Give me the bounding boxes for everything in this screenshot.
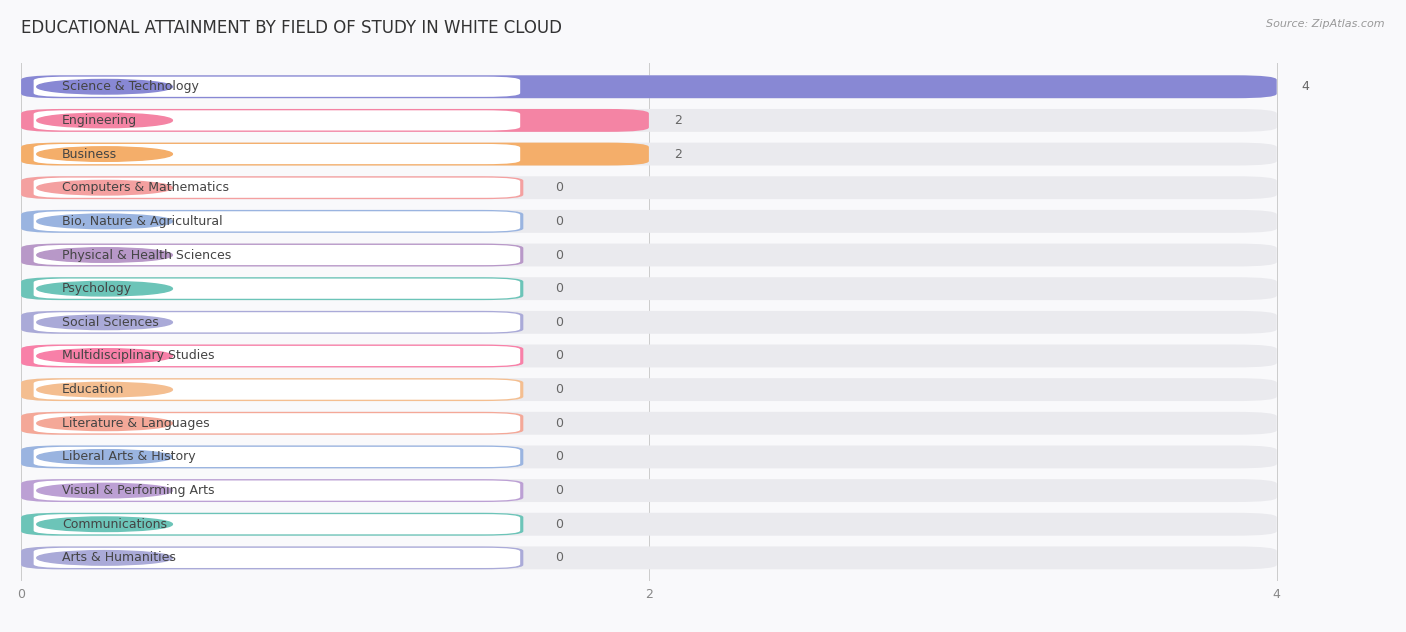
- FancyBboxPatch shape: [21, 547, 1277, 569]
- FancyBboxPatch shape: [34, 76, 520, 97]
- FancyBboxPatch shape: [21, 513, 523, 536]
- Text: Psychology: Psychology: [62, 282, 132, 295]
- FancyBboxPatch shape: [21, 547, 523, 569]
- FancyBboxPatch shape: [34, 346, 520, 366]
- FancyBboxPatch shape: [34, 548, 520, 568]
- Text: Literature & Languages: Literature & Languages: [62, 416, 209, 430]
- Text: Bio, Nature & Agricultural: Bio, Nature & Agricultural: [62, 215, 222, 228]
- FancyBboxPatch shape: [34, 413, 520, 434]
- Text: Physical & Health Sciences: Physical & Health Sciences: [62, 248, 231, 262]
- Text: 0: 0: [555, 181, 562, 194]
- FancyBboxPatch shape: [21, 311, 523, 334]
- Circle shape: [37, 80, 173, 94]
- Text: 2: 2: [673, 114, 682, 127]
- FancyBboxPatch shape: [34, 144, 520, 164]
- FancyBboxPatch shape: [21, 378, 1277, 401]
- Circle shape: [37, 517, 173, 532]
- FancyBboxPatch shape: [34, 111, 520, 130]
- Circle shape: [37, 315, 173, 330]
- Text: 0: 0: [555, 451, 562, 463]
- FancyBboxPatch shape: [21, 311, 1277, 334]
- Text: EDUCATIONAL ATTAINMENT BY FIELD OF STUDY IN WHITE CLOUD: EDUCATIONAL ATTAINMENT BY FIELD OF STUDY…: [21, 19, 562, 37]
- Text: Communications: Communications: [62, 518, 167, 531]
- Circle shape: [37, 483, 173, 498]
- FancyBboxPatch shape: [21, 277, 523, 300]
- FancyBboxPatch shape: [21, 75, 1277, 98]
- FancyBboxPatch shape: [21, 277, 1277, 300]
- Text: Business: Business: [62, 147, 117, 161]
- FancyBboxPatch shape: [21, 210, 523, 233]
- FancyBboxPatch shape: [34, 279, 520, 299]
- Text: Social Sciences: Social Sciences: [62, 316, 159, 329]
- Circle shape: [37, 550, 173, 565]
- Text: 0: 0: [555, 316, 562, 329]
- Text: Education: Education: [62, 383, 124, 396]
- Text: 0: 0: [555, 383, 562, 396]
- FancyBboxPatch shape: [21, 75, 1277, 98]
- Text: Arts & Humanities: Arts & Humanities: [62, 551, 176, 564]
- FancyBboxPatch shape: [21, 344, 1277, 367]
- FancyBboxPatch shape: [21, 143, 1277, 166]
- Text: 4: 4: [1302, 80, 1309, 94]
- Text: 0: 0: [555, 518, 562, 531]
- Text: Visual & Performing Arts: Visual & Performing Arts: [62, 484, 214, 497]
- FancyBboxPatch shape: [34, 514, 520, 534]
- Circle shape: [37, 147, 173, 161]
- Text: 0: 0: [555, 349, 562, 363]
- Circle shape: [37, 416, 173, 430]
- FancyBboxPatch shape: [21, 243, 1277, 267]
- FancyBboxPatch shape: [21, 412, 523, 435]
- FancyBboxPatch shape: [34, 480, 520, 501]
- Text: 2: 2: [673, 147, 682, 161]
- Text: 0: 0: [555, 416, 562, 430]
- FancyBboxPatch shape: [34, 211, 520, 231]
- FancyBboxPatch shape: [21, 243, 523, 267]
- FancyBboxPatch shape: [34, 245, 520, 265]
- Text: Computers & Mathematics: Computers & Mathematics: [62, 181, 229, 194]
- Text: Engineering: Engineering: [62, 114, 136, 127]
- Text: 0: 0: [555, 282, 562, 295]
- Circle shape: [37, 449, 173, 464]
- FancyBboxPatch shape: [21, 479, 1277, 502]
- Circle shape: [37, 113, 173, 128]
- FancyBboxPatch shape: [21, 143, 650, 166]
- FancyBboxPatch shape: [21, 109, 1277, 132]
- Circle shape: [37, 214, 173, 229]
- Text: 0: 0: [555, 215, 562, 228]
- Circle shape: [37, 281, 173, 296]
- FancyBboxPatch shape: [34, 312, 520, 332]
- Text: Liberal Arts & History: Liberal Arts & History: [62, 451, 195, 463]
- Text: 0: 0: [555, 551, 562, 564]
- FancyBboxPatch shape: [21, 479, 523, 502]
- Text: 0: 0: [555, 248, 562, 262]
- FancyBboxPatch shape: [21, 446, 1277, 468]
- FancyBboxPatch shape: [21, 513, 1277, 536]
- Text: 0: 0: [555, 484, 562, 497]
- Circle shape: [37, 349, 173, 363]
- Text: Science & Technology: Science & Technology: [62, 80, 198, 94]
- FancyBboxPatch shape: [21, 210, 1277, 233]
- FancyBboxPatch shape: [21, 176, 523, 199]
- Circle shape: [37, 181, 173, 195]
- FancyBboxPatch shape: [21, 446, 523, 468]
- Circle shape: [37, 382, 173, 397]
- Text: Source: ZipAtlas.com: Source: ZipAtlas.com: [1267, 19, 1385, 29]
- FancyBboxPatch shape: [21, 344, 523, 367]
- FancyBboxPatch shape: [21, 109, 650, 132]
- Text: Multidisciplinary Studies: Multidisciplinary Studies: [62, 349, 214, 363]
- Circle shape: [37, 248, 173, 262]
- FancyBboxPatch shape: [34, 178, 520, 198]
- FancyBboxPatch shape: [21, 176, 1277, 199]
- FancyBboxPatch shape: [34, 447, 520, 467]
- FancyBboxPatch shape: [34, 380, 520, 399]
- FancyBboxPatch shape: [21, 412, 1277, 435]
- FancyBboxPatch shape: [21, 378, 523, 401]
